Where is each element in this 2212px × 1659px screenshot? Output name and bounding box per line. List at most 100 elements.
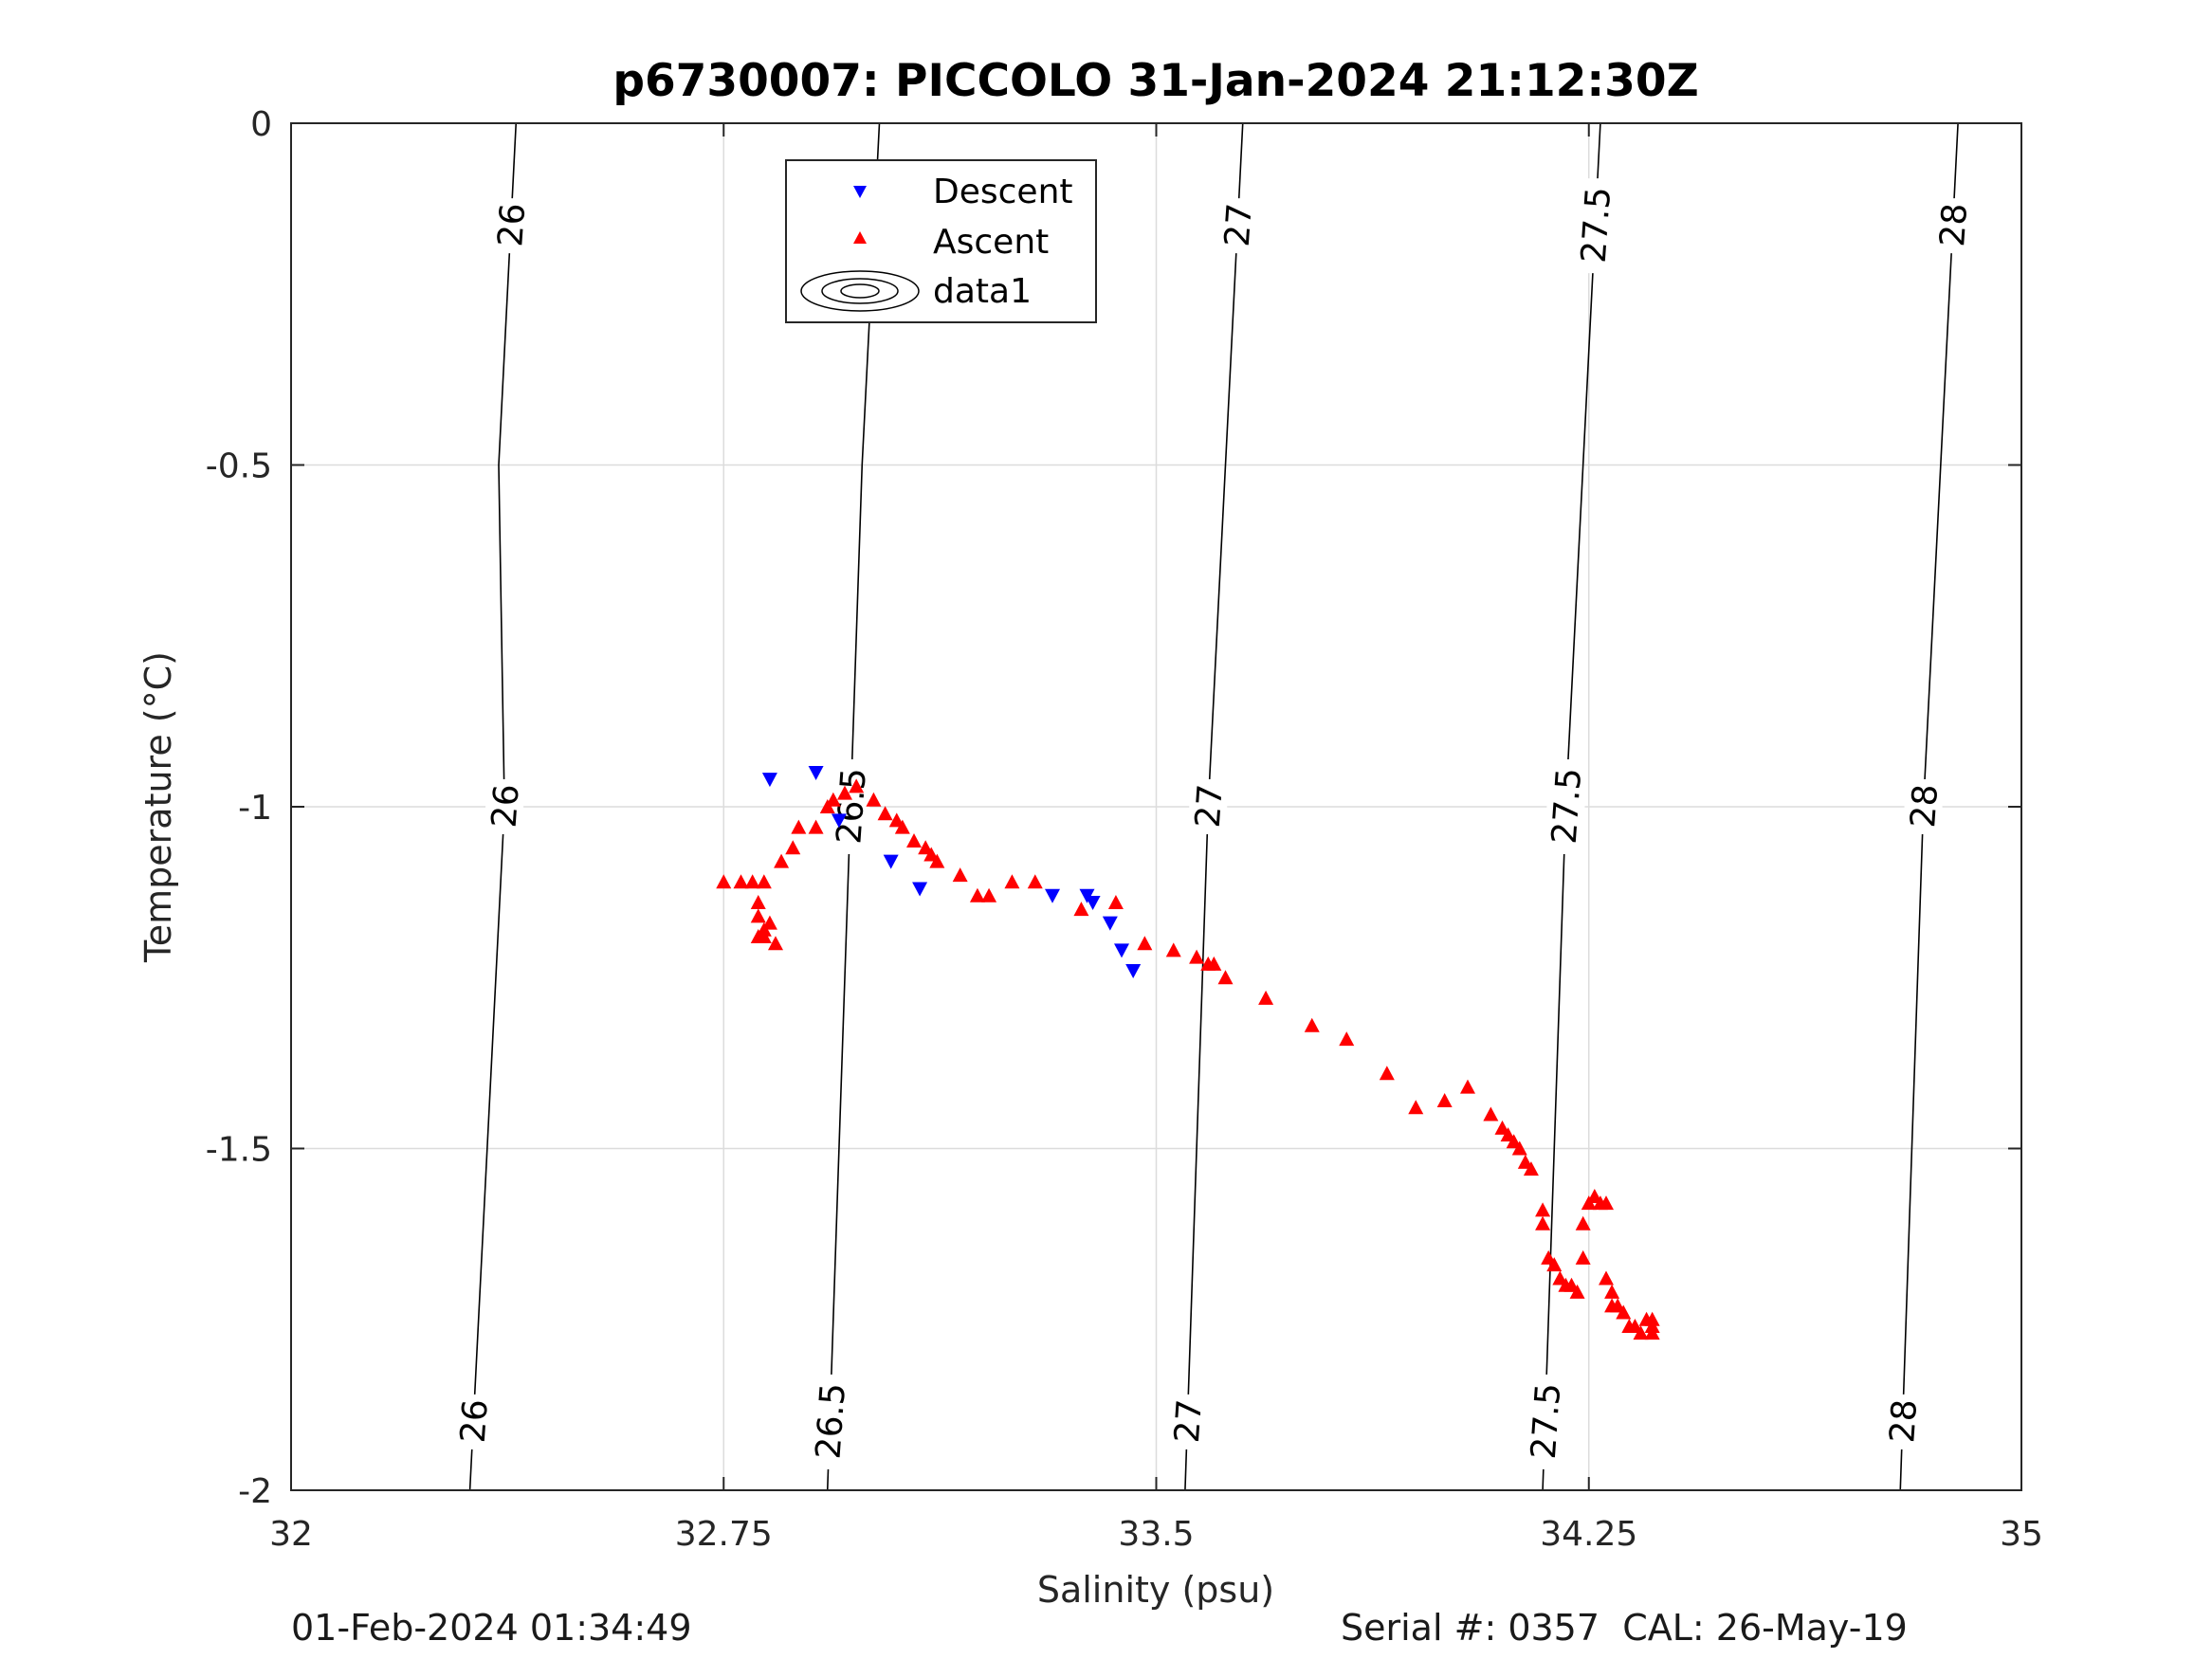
y-axis-ticks: -2 -1.5 -1 -0.5 0 (206, 105, 2021, 1511)
descent-point (1125, 964, 1142, 979)
ascent-point (1599, 1195, 1614, 1211)
ascent-point (716, 874, 732, 889)
legend-contour-ring (821, 278, 899, 304)
isopycnal-label-background (1218, 198, 1257, 254)
ascent-point (750, 928, 766, 943)
ascent-point (744, 874, 760, 889)
x-tick-label: 34.25 (1540, 1515, 1637, 1554)
ascent-point (1633, 1325, 1649, 1340)
isopycnal-label-background (1904, 779, 1943, 834)
ascent-point (837, 785, 852, 800)
legend-descent-label: Descent (933, 173, 1073, 211)
ascent-point (1137, 936, 1153, 951)
isopycnal-label: 26 (491, 202, 533, 248)
ascent-point (894, 819, 910, 834)
legend-contour-label: data1 (933, 272, 1032, 311)
ascent-point (1189, 949, 1205, 964)
x-axis-ticks: 32 32.75 33.5 34.25 35 (269, 123, 2043, 1554)
ascent-point (1616, 1304, 1632, 1320)
ascent-point (768, 936, 783, 951)
y-axis-label: Temperature (°C) (137, 651, 179, 963)
x-tick-label: 33.5 (1118, 1515, 1194, 1554)
ascent-point (791, 819, 807, 834)
legend-contour-ring (840, 283, 880, 299)
ascent-point (733, 874, 749, 889)
ascent-point (1408, 1100, 1424, 1115)
legend-contour-icon (800, 270, 920, 312)
ascent-point (1523, 1161, 1539, 1176)
ascent-point (1604, 1284, 1620, 1299)
footer-timestamp: 01-Feb-2024 01:34:49 (291, 1607, 692, 1649)
ascent-point (785, 840, 801, 855)
legend-ascent-label: Ascent (933, 223, 1049, 262)
isopycnal-label-background (1883, 1394, 1922, 1449)
ascent-point (1165, 942, 1181, 957)
descent-point (808, 765, 824, 780)
ascent-point (756, 874, 772, 889)
descent-point (761, 773, 777, 788)
isopycnal-label: 26.5 (809, 1382, 852, 1461)
ascent-point (849, 778, 865, 793)
isopycnal-label-background (1546, 759, 1585, 854)
y-tick-label: 0 (250, 105, 272, 144)
isopycnal-label: 27.5 (1545, 767, 1589, 846)
isopycnal-label-background (1189, 779, 1228, 834)
y-tick-label: -2 (238, 1472, 272, 1511)
ascent-point (808, 819, 824, 834)
chart-title: p6730007: PICCOLO 31-Jan-2024 21:12:30Z (612, 55, 1698, 107)
ascent-point (1073, 902, 1089, 917)
ascent-point (1535, 1202, 1551, 1217)
ascent-point (877, 806, 893, 821)
descent-point (912, 882, 928, 897)
y-tick-label: -1 (238, 789, 272, 828)
isopycnal-label-background (832, 759, 870, 854)
isopycnal-label-background (1933, 198, 1972, 254)
isopycnal-label: 26 (485, 783, 527, 830)
ascent-point (1460, 1079, 1475, 1094)
ascent-point (906, 833, 922, 848)
ascent-point (1483, 1106, 1499, 1121)
legend-box (785, 159, 1097, 323)
ascent-point (981, 887, 997, 902)
descent-point (883, 854, 899, 869)
isopycnal-label: 26 (454, 1398, 496, 1445)
x-tick-label: 35 (2000, 1515, 2043, 1554)
ascent-point (929, 853, 945, 868)
legend-descent-marker (853, 186, 867, 198)
ascent-point (1599, 1270, 1614, 1285)
ascent-point (866, 792, 882, 807)
descent-point (1114, 943, 1129, 958)
isopycnal-label: 28 (1904, 783, 1946, 830)
isopycnal-label: 27.5 (1575, 186, 1618, 264)
ascent-point (825, 792, 841, 807)
footer-serial-calibration: Serial #: 0357 CAL: 26-May-19 (1341, 1607, 1908, 1649)
ascent-point (761, 915, 777, 930)
isopycnal-label: 27 (1218, 202, 1260, 248)
descent-series (761, 765, 1142, 979)
x-axis-label: Salinity (psu) (1037, 1569, 1274, 1611)
ascent-point (1107, 894, 1124, 909)
isopycnal-label: 28 (1883, 1398, 1925, 1445)
ascent-point (1569, 1284, 1585, 1299)
ascent-point (774, 853, 790, 868)
ascent-point (952, 867, 968, 883)
ascent-point (1258, 990, 1274, 1005)
isopycnal-label-background (491, 198, 530, 254)
legend-ascent-marker (853, 231, 867, 244)
legend: Descent Ascent data1 (785, 159, 1097, 323)
legend-contour-ring (800, 270, 920, 312)
isopycnal-label: 27 (1189, 783, 1231, 830)
isopycnal-label-background (811, 1374, 850, 1469)
ascent-point (1027, 874, 1043, 889)
ascent-series (716, 778, 1660, 1340)
ascent-point (1304, 1017, 1320, 1032)
ascent-point (1436, 1093, 1453, 1108)
ascent-point (1535, 1215, 1551, 1231)
x-tick-label: 32.75 (675, 1515, 773, 1554)
isopycnal-label-background (1168, 1394, 1207, 1449)
isopycnal-label-background (485, 779, 524, 834)
ascent-point (1511, 1140, 1527, 1156)
isopycnal-label: 28 (1933, 202, 1975, 248)
